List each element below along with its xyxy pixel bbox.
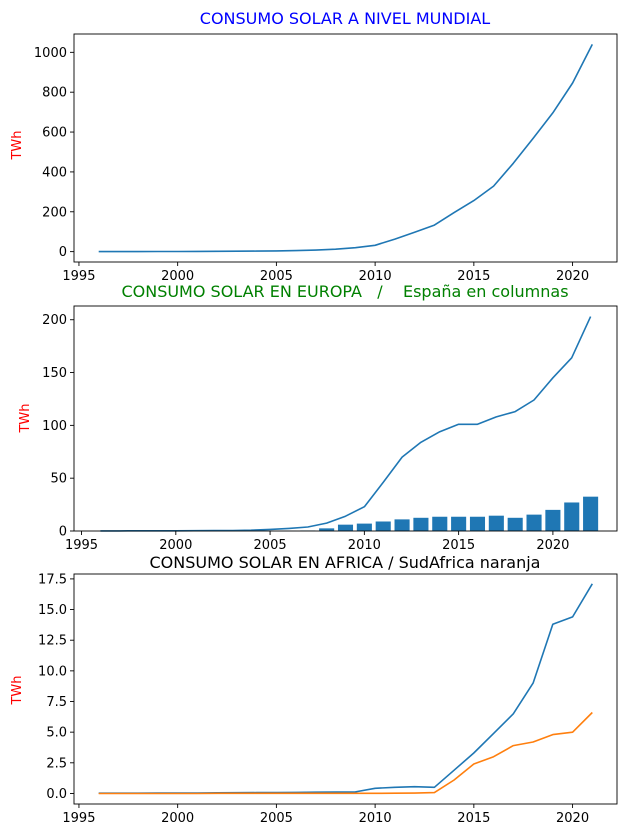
bar-2009 [337,524,354,531]
chart-title: CONSUMO SOLAR EN AFRICA / SudAfrica nara… [150,553,541,572]
x-tick-label: 2000 [161,269,194,284]
y-tick-label: 1000 [34,46,67,61]
bar-2016 [469,516,486,531]
x-tick-label: 2015 [442,538,475,553]
y-tick-label: 400 [42,165,67,180]
y-tick-label: 100 [42,419,67,434]
y-tick-label: 12.5 [38,634,67,649]
x-tick-label: 2015 [457,269,490,284]
y-tick-label: 17.5 [38,572,67,587]
x-tick-label: 2005 [260,811,293,826]
y-tick-label: 50 [50,472,67,487]
y-tick-label: 7.5 [46,695,67,710]
world-chart: CONSUMO SOLAR A NIVEL MUNDIAL TWh 1995 20… [10,9,618,284]
y-axis-label: TWh [18,403,33,433]
y-tick-label: 800 [42,86,67,101]
bar-2015 [451,516,467,531]
series-line-0 [98,44,594,253]
x-tick-label: 2020 [556,269,589,284]
x-tick-label: 2000 [161,811,194,826]
y-tick-label: 2.5 [46,756,67,771]
x-tick-label: 2005 [254,538,287,553]
y-tick-label: 0 [59,525,67,540]
y-tick-label: 200 [42,205,67,220]
y-tick-label: 600 [42,126,67,141]
y-tick-label: 10.0 [38,664,67,679]
bar-2022 [583,496,599,531]
x-tick-label: 1995 [65,538,98,553]
bar-2019 [526,514,542,531]
bar-2013 [413,517,429,531]
europe-chart: CONSUMO SOLAR EN EUROPA / España en colu… [18,282,618,553]
bar-2014 [432,516,448,531]
x-tick-label: 2010 [348,538,381,553]
plot-frame [73,33,618,263]
bar-2011 [375,521,391,531]
y-tick-label: 150 [42,366,67,381]
bar-2017 [488,515,504,531]
x-tick-label: 2020 [536,538,569,553]
africa-chart: CONSUMO SOLAR EN AFRICA / SudAfrica nara… [10,553,618,826]
plot-frame [73,573,618,805]
x-tick-label: 2020 [556,811,589,826]
bar-2018 [507,517,523,531]
y-tick-label: 5.0 [46,726,67,741]
series-line-1 [98,711,593,795]
y-tick-label: 15.0 [38,603,67,618]
y-axis-label: TWh [10,675,25,705]
x-tick-label: 2010 [359,269,392,284]
y-tick-label: 200 [42,313,67,328]
x-tick-label: 1995 [62,269,95,284]
chart-title: CONSUMO SOLAR A NIVEL MUNDIAL [200,9,491,28]
x-tick-label: 1995 [62,811,95,826]
y-axis-label: TWh [10,130,25,160]
bar-2008 [319,528,335,531]
x-tick-label: 2000 [159,538,192,553]
bar-2010 [356,523,372,531]
bar-2021 [564,502,580,531]
y-tick-label: 0 [59,245,67,260]
chart-title: CONSUMO SOLAR EN EUROPA / España en colu… [121,282,568,301]
x-tick-label: 2010 [359,811,392,826]
x-tick-label: 2015 [457,811,490,826]
bar-2012 [394,519,410,531]
plot-frame [73,305,618,532]
y-tick-label: 0.0 [46,787,67,802]
bar-2020 [545,509,561,531]
x-tick-label: 2005 [260,269,293,284]
